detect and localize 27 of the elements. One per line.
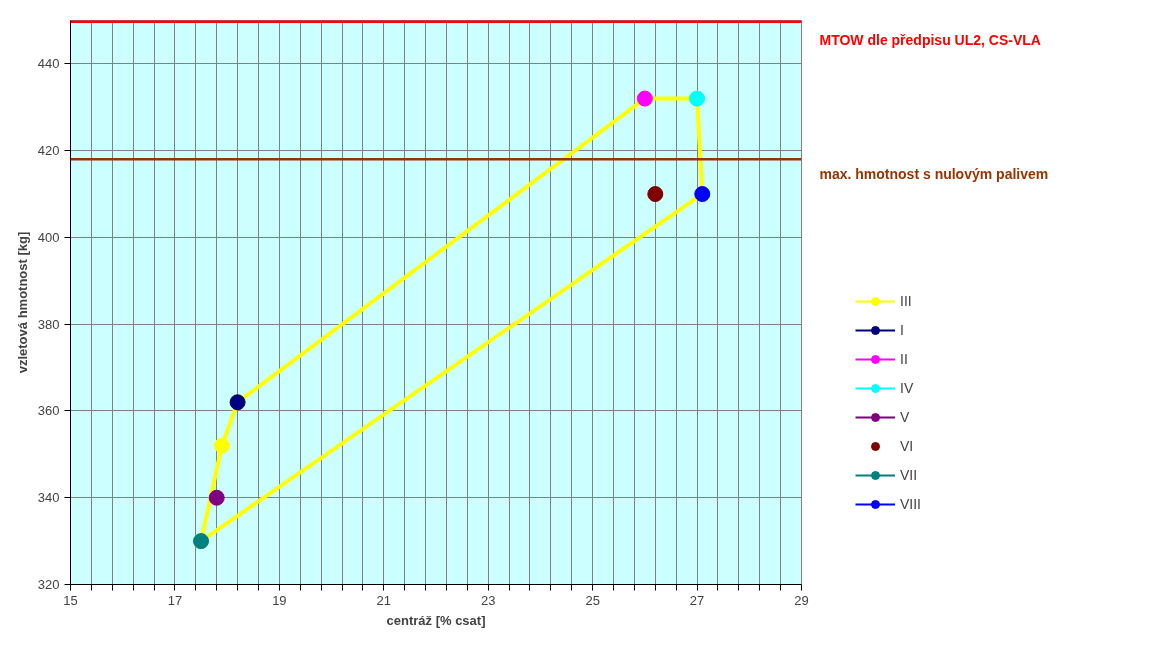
ref-line-label: max. hmotnost s nulovým palivem [819, 165, 1049, 182]
x-tick-label: 17 [167, 592, 183, 608]
y-axis-title: vzletová hmotnost [kg] [14, 231, 30, 374]
legend-label: V [900, 409, 911, 425]
x-tick-label: 25 [585, 592, 600, 608]
legend-label: VII [900, 467, 919, 483]
y-tick-label: 320 [37, 577, 60, 592]
legend-label: VI [900, 438, 915, 454]
y-tick-label: 420 [37, 143, 60, 159]
y-tick-label: 400 [37, 229, 60, 245]
legend-label: II [900, 351, 909, 367]
y-tick-label: 340 [37, 490, 60, 506]
ref-line-label: MTOW dle předpisu UL2, CS-VLA [819, 31, 1041, 48]
x-axis-title: centráž [% csat] [386, 612, 486, 628]
y-tick-label: 380 [37, 316, 60, 332]
x-tick-label: 19 [272, 592, 287, 608]
x-tick-label: 21 [376, 592, 392, 608]
legend-label: III [900, 293, 913, 309]
x-tick-label: 23 [480, 592, 496, 608]
x-tick-label: 29 [794, 592, 809, 608]
x-tick-label: 15 [63, 592, 78, 608]
legend-label: I [900, 322, 905, 338]
x-tick-label: 27 [689, 592, 705, 608]
y-tick-label: 440 [37, 56, 60, 72]
legend-label: IV [900, 380, 915, 396]
y-tick-label: 360 [37, 403, 60, 419]
legend-label: VIII [900, 496, 922, 512]
